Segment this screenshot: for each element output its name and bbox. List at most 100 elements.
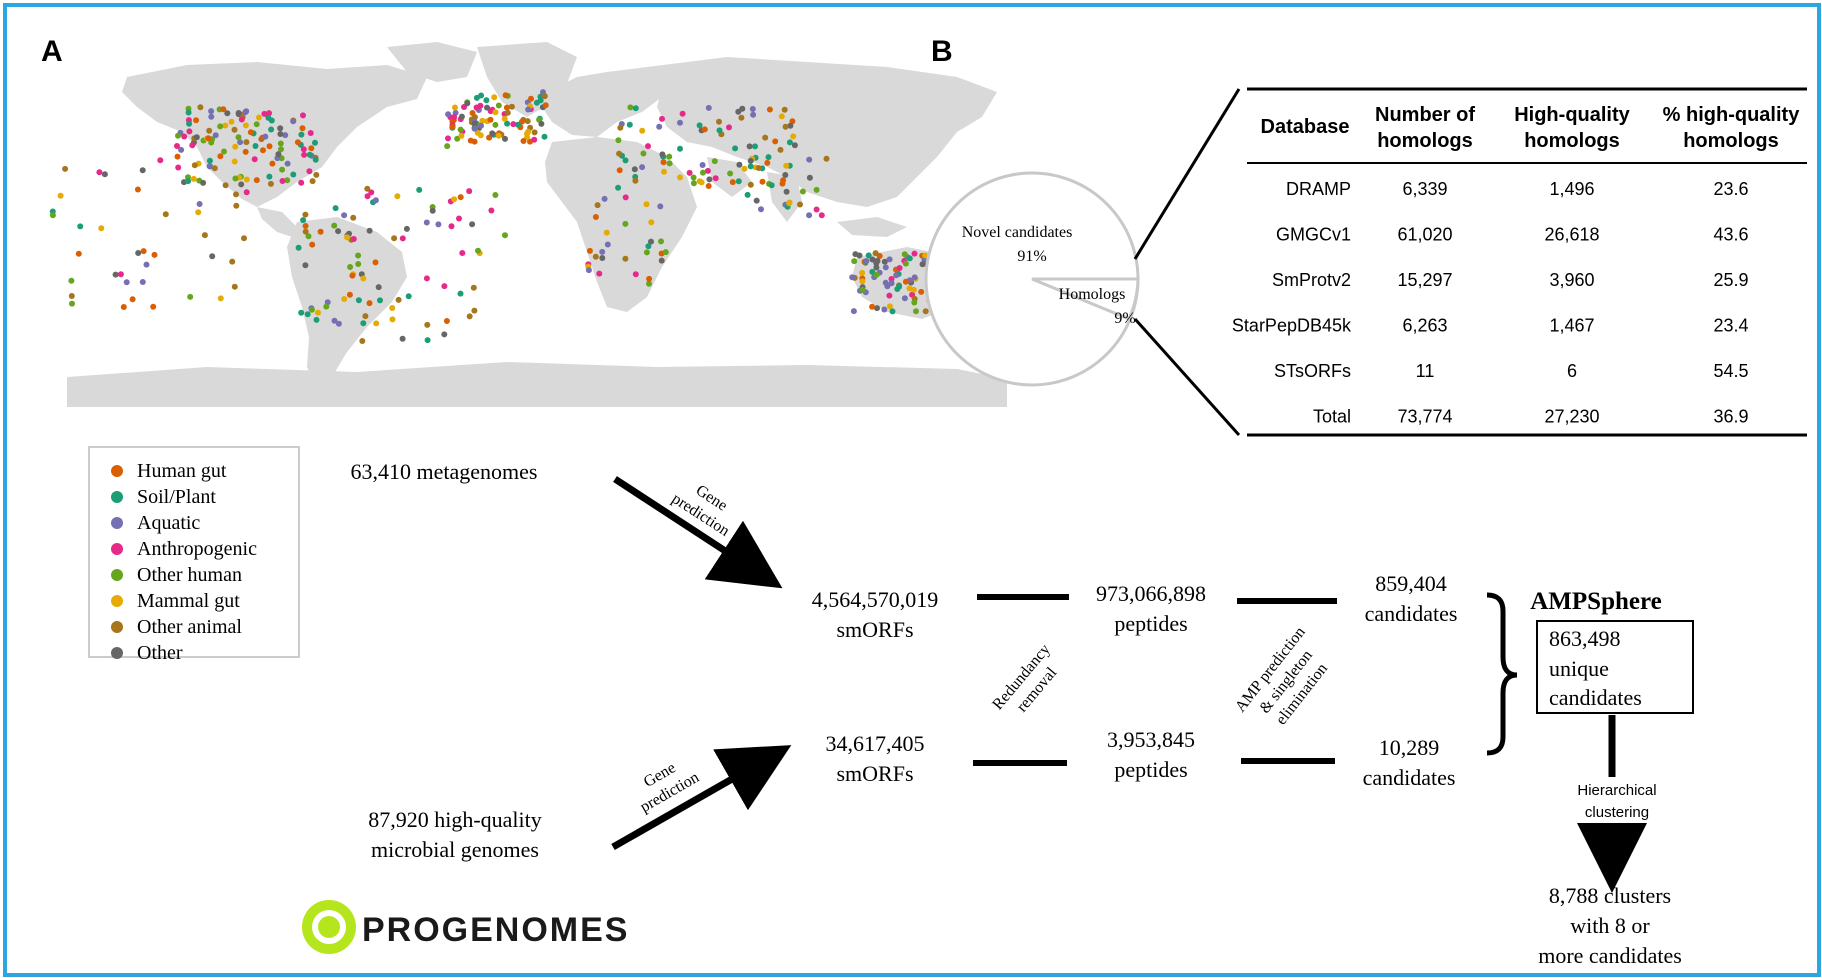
sample-point: [537, 97, 544, 104]
table-cell: 27,230: [1544, 407, 1599, 427]
sample-point: [531, 129, 538, 136]
table-header: homologs: [1683, 130, 1779, 152]
peptides-top-count: 973,066,898: [1096, 581, 1206, 606]
sample-point: [457, 126, 464, 133]
sample-point: [859, 269, 866, 276]
legend-label: Human gut: [137, 460, 227, 482]
sample-point: [646, 275, 653, 282]
table-cell: 26,618: [1544, 225, 1599, 245]
sample-point: [780, 177, 787, 184]
sample-point: [308, 306, 315, 313]
sample-point: [596, 270, 603, 277]
sample-point: [504, 120, 511, 127]
legend-swatch: [111, 621, 123, 633]
sample-point: [712, 175, 719, 182]
sample-point: [279, 178, 286, 184]
clusters-line-1: 8,788 clusters: [1549, 883, 1671, 908]
sample-point: [196, 201, 203, 207]
sample-point: [863, 258, 870, 264]
legend-swatch: [111, 491, 123, 503]
smorfs-top-count: 4,564,570,019: [812, 587, 939, 612]
sample-point: [456, 215, 462, 222]
sample-point: [232, 143, 239, 150]
sample-point: [217, 295, 224, 302]
unique-word: unique: [1549, 656, 1609, 681]
sample-point: [175, 164, 182, 171]
cand-bottom-unit: candidates: [1363, 765, 1456, 790]
homolog-pie-chart: Novel candidates 91% Homologs 9%: [924, 88, 1241, 437]
legend-swatch: [111, 517, 123, 529]
sample-point: [174, 153, 181, 160]
sample-point: [515, 121, 521, 128]
table-header: homologs: [1524, 130, 1620, 152]
sample-point: [504, 109, 511, 116]
sample-point: [373, 320, 380, 327]
sample-point: [366, 227, 373, 234]
sample-point: [395, 296, 402, 303]
sample-point: [616, 167, 623, 174]
sample-point: [157, 157, 164, 164]
sample-point: [632, 271, 639, 278]
sample-point: [617, 124, 624, 131]
table-cell: 6: [1567, 361, 1577, 381]
sample-point: [306, 168, 313, 175]
table-cell: 6,339: [1402, 179, 1447, 199]
sample-point: [727, 170, 734, 177]
sample-point: [876, 253, 883, 259]
sample-point: [520, 138, 527, 144]
merge-brace: [1486, 592, 1518, 756]
sample-point: [313, 316, 320, 323]
sample-point: [278, 146, 284, 153]
panel-a-label: A: [41, 35, 63, 68]
sample-point: [601, 195, 608, 202]
sample-point: [355, 297, 362, 304]
sample-point: [696, 178, 703, 185]
sample-point: [120, 304, 127, 310]
sample-point: [739, 105, 746, 112]
sample-point: [295, 244, 302, 251]
sample-point: [221, 148, 227, 155]
sample-point: [599, 248, 606, 255]
sample-point: [243, 189, 250, 196]
sample-point: [765, 154, 772, 161]
sample-point: [302, 228, 309, 235]
sample-point: [747, 157, 754, 164]
sample-point: [659, 151, 666, 158]
sample-point: [911, 274, 918, 281]
sample-point: [782, 123, 789, 130]
sample-point: [452, 104, 458, 111]
sample-point: [335, 320, 342, 327]
clusters-line-2: with 8 or: [1570, 913, 1650, 938]
sample-point: [366, 300, 373, 307]
sample-point: [911, 250, 918, 257]
sample-point: [349, 272, 356, 279]
sample-point: [615, 137, 622, 144]
sample-point: [266, 110, 272, 117]
peptides-bottom-unit: peptides: [1114, 757, 1187, 782]
sample-point: [186, 128, 193, 135]
sample-point: [859, 286, 866, 293]
sample-point: [656, 123, 663, 130]
sample-point: [243, 139, 250, 146]
sample-point: [604, 241, 611, 248]
sample-point: [282, 132, 289, 139]
sample-points: [49, 89, 1028, 344]
sample-point: [716, 118, 722, 125]
north-america-landmass: [122, 62, 427, 207]
sample-point: [175, 132, 181, 139]
sample-point: [451, 196, 458, 203]
table-header: homologs: [1377, 130, 1473, 152]
sample-point: [888, 280, 895, 287]
sample-point: [746, 143, 753, 150]
sample-point: [189, 142, 196, 149]
sample-point: [256, 114, 262, 121]
sample-point: [139, 279, 146, 285]
sample-point: [242, 122, 249, 129]
sample-point: [777, 146, 784, 153]
sample-point: [162, 211, 169, 218]
progenomes-logo: PROGENOMES: [302, 900, 627, 954]
genomes-label-2: microbial genomes: [371, 837, 539, 862]
sample-point: [266, 173, 273, 180]
sample-point: [783, 188, 790, 195]
table-cell: 1,467: [1549, 316, 1594, 336]
